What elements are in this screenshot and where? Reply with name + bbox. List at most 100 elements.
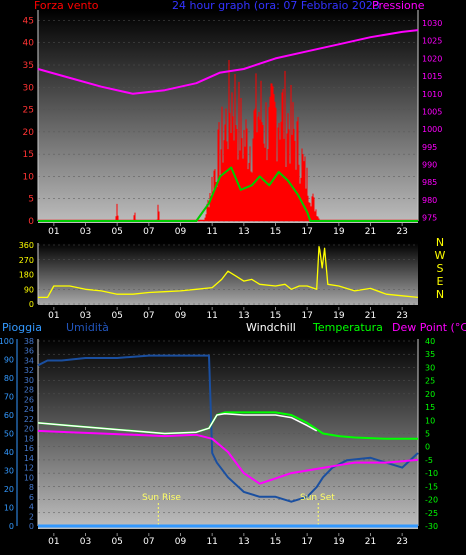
direction-x-tick-label: 11: [206, 311, 217, 321]
temp-y-tick-label: 20: [425, 390, 435, 399]
chart-marks: [37, 29, 419, 528]
humidity-y-tick-label: 26: [24, 395, 34, 404]
pressure-y-tick-label: 1030: [422, 19, 442, 28]
rain-y-tick-label: 70: [4, 393, 14, 402]
wind-average-line: [38, 166, 418, 222]
axis-labels: 01 03 05 07 09 11 13 15 17 19 21 23 01 03 05 07 09 11 13 15…: [0, 16, 446, 547]
direction-x-tick-label: 07: [143, 311, 154, 321]
pressure-y-tick-label: 1015: [422, 72, 442, 81]
temp-x-tick-label: 13: [238, 537, 249, 547]
humidity-y-tick-label: 14: [24, 454, 34, 463]
wind-y-tick-label: 10: [23, 172, 35, 182]
rain-y-tick-label: 100: [0, 337, 14, 346]
wind-x-tick-label: 09: [175, 227, 187, 237]
compass-label: S: [437, 262, 444, 275]
wind-y-tick-label: 25: [23, 106, 34, 116]
direction-x-tick-label: 19: [333, 311, 345, 321]
rain-y-tick-label: 60: [4, 411, 14, 420]
temp-y-tick-label: 0: [425, 443, 430, 452]
temp-x-tick-label: 01: [48, 537, 59, 547]
temp-y-tick-label: 15: [425, 403, 435, 412]
gridlines: [16, 10, 419, 536]
wind-x-tick-label: 03: [80, 227, 91, 237]
temp-x-tick-label: 21: [365, 537, 376, 547]
pressure-y-tick-label: 1005: [422, 107, 442, 116]
humidity-y-tick-label: 38: [24, 337, 34, 346]
wind-x-tick-label: 01: [48, 227, 59, 237]
temp-y-tick-label: 10: [425, 416, 435, 425]
wind-y-tick-label: 45: [23, 16, 34, 26]
humidity-y-tick-label: 34: [24, 356, 34, 365]
wind-x-tick-label: 17: [301, 227, 312, 237]
direction-y-tick-label: 180: [19, 271, 34, 280]
temperature-axis-title: Temperatura: [312, 321, 383, 334]
pressure-y-tick-label: 995: [422, 143, 437, 152]
direction-line: [38, 245, 419, 299]
direction-x-tick-label: 21: [365, 311, 376, 321]
wind-y-tick-label: 30: [23, 83, 35, 93]
rain-y-tick-label: 30: [4, 467, 14, 476]
direction-x-tick-label: 03: [80, 311, 91, 321]
direction-x-tick-label: 13: [238, 311, 249, 321]
rain-y-tick-label: 0: [9, 522, 14, 531]
pressure-line: [37, 29, 419, 95]
compass-label: E: [437, 275, 444, 288]
pressure-y-tick-label: 985: [422, 178, 437, 187]
pressure-y-tick-label: 1020: [422, 54, 442, 63]
humidity-y-tick-label: 32: [24, 366, 34, 375]
temp-x-tick-label: 23: [396, 537, 407, 547]
temp-y-tick-label: -25: [425, 509, 438, 518]
windchill-label: Windchill: [246, 321, 296, 334]
pressure-y-tick-label: 975: [422, 213, 437, 222]
pressure-y-tick-label: 1000: [422, 125, 442, 134]
dewpoint-line: [37, 429, 419, 485]
wind-x-tick-label: 07: [143, 227, 154, 237]
wind-x-tick-label: 11: [206, 227, 217, 237]
compass-label: W: [435, 249, 446, 262]
humidity-y-tick-label: 20: [24, 425, 34, 434]
direction-x-tick-label: 23: [396, 311, 407, 321]
wind-x-tick-label: 13: [238, 227, 249, 237]
temp-y-tick-label: -15: [425, 482, 438, 491]
humidity-y-tick-label: 28: [24, 386, 34, 395]
direction-x-tick-label: 15: [270, 311, 281, 321]
sun-set-label: Sun Set: [300, 493, 335, 503]
wind-y-tick-label: 15: [23, 150, 34, 160]
direction-y-tick-label: 270: [19, 256, 34, 265]
compass-label: N: [436, 236, 444, 249]
humidity-y-tick-label: 24: [24, 405, 34, 414]
rain-y-tick-label: 20: [4, 485, 14, 494]
temp-y-tick-label: -10: [425, 469, 438, 478]
temp-x-tick-label: 17: [301, 537, 312, 547]
direction-x-tick-label: 01: [48, 311, 59, 321]
direction-y-tick-label: 90: [24, 285, 34, 294]
rain-axis-title: Pioggia: [2, 321, 42, 334]
temp-x-tick-label: 09: [175, 537, 187, 547]
humidity-y-tick-label: 10: [24, 473, 34, 482]
temp-x-tick-label: 05: [111, 537, 122, 547]
wind-x-tick-label: 05: [111, 227, 122, 237]
direction-x-tick-label: 09: [175, 311, 187, 321]
humidity-y-tick-label: 30: [24, 376, 34, 385]
wind-y-tick-label: 35: [23, 61, 34, 71]
wind-y-tick-label: 40: [23, 39, 35, 49]
humidity-y-tick-label: 36: [24, 347, 34, 356]
wind-x-tick-label: 21: [365, 227, 376, 237]
humidity-y-tick-label: 18: [24, 434, 34, 443]
pressure-y-tick-label: 1010: [422, 90, 442, 99]
chart-title: 24 hour graph (ora: 07 Febbraio 2023: [172, 0, 380, 12]
humidity-y-tick-label: 4: [29, 503, 34, 512]
humidity-y-tick-label: 0: [29, 522, 34, 531]
humidity-axis-title: Umidità: [66, 321, 109, 334]
temp-y-tick-label: -30: [425, 522, 438, 531]
temp-x-tick-label: 15: [270, 537, 281, 547]
temp-x-tick-label: 07: [143, 537, 154, 547]
pressure-y-tick-label: 1025: [422, 37, 442, 46]
temp-x-tick-label: 11: [206, 537, 217, 547]
humidity-line: [37, 354, 419, 503]
wind-x-tick-label: 23: [396, 227, 407, 237]
rain-y-tick-label: 80: [4, 374, 14, 383]
direction-x-tick-label: 17: [301, 311, 312, 321]
pressure-y-tick-label: 980: [422, 196, 437, 205]
